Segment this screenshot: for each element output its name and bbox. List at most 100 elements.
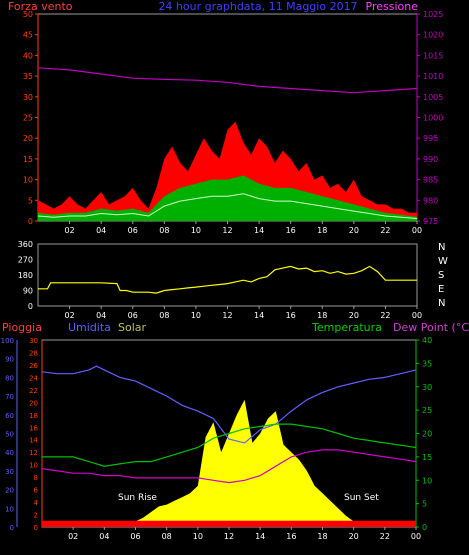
compass-label: W <box>438 256 448 267</box>
temp-x-tick-label: 08 <box>162 532 172 541</box>
temperature-line <box>42 423 417 467</box>
wind-x-tick-label: 08 <box>159 226 169 235</box>
rain-axis-tick-label: 16 <box>29 424 38 432</box>
wind-x-tick-label: 22 <box>380 226 390 235</box>
temp-x-tick-label: 10 <box>193 532 203 541</box>
pressure-axis-tick-label: 1005 <box>423 93 443 102</box>
compass-label: E <box>438 284 444 295</box>
direction-x-tick-label: 10 <box>191 311 201 320</box>
temp-x-tick-label: 02 <box>68 532 78 541</box>
pressure-axis-tick-label: 1025 <box>423 10 443 19</box>
pressure-axis-tick-label: 975 <box>423 217 438 226</box>
legend-rain: Pioggia <box>2 321 42 334</box>
legend-temperature: Temperatura <box>311 321 382 334</box>
rain-axis-tick-label: 20 <box>29 399 38 407</box>
dewpoint-line <box>41 449 417 484</box>
rain-axis-tick-label: 8 <box>34 474 38 482</box>
temp-axis-tick-label: 40 <box>422 336 432 345</box>
humidity-axis-tick-label: 20 <box>5 487 14 495</box>
temp-axis-tick-label: 35 <box>422 359 432 368</box>
direction-x-tick-label: 16 <box>286 311 296 320</box>
wind-axis-tick-label: 5 <box>28 196 33 205</box>
rain-axis-tick-label: 12 <box>29 449 38 457</box>
wind-axis-tick-label: 45 <box>23 31 33 40</box>
temp-axis-tick-label: 15 <box>422 453 432 462</box>
humidity-axis-tick-label: 100 <box>1 337 14 345</box>
pressure-axis-tick-label: 1020 <box>423 31 443 40</box>
temp-x-tick-label: 06 <box>130 532 140 541</box>
direction-x-tick-label: 14 <box>254 311 264 320</box>
sunrise-label: Sun Rise <box>118 493 157 503</box>
humidity-axis-tick-label: 0 <box>10 524 14 532</box>
wind-axis-tick-label: 35 <box>23 72 33 81</box>
temp-humidity-panel: 0102030405060708090100024681012141618202… <box>1 336 433 541</box>
temp-x-tick-label: 22 <box>380 532 390 541</box>
chart-title: 24 hour graphdata, 11 Maggio 2017 <box>158 0 357 13</box>
humidity-axis-tick-label: 90 <box>5 356 14 364</box>
rain-axis-tick-label: 18 <box>29 412 38 420</box>
pressure-axis-tick-label: 1010 <box>423 72 443 81</box>
rain-axis-tick-label: 28 <box>29 349 38 357</box>
humidity-axis-tick-label: 30 <box>5 468 14 476</box>
pressure-axis-title: Pressione <box>366 0 419 13</box>
direction-x-tick-label: 12 <box>222 311 232 320</box>
sunset-label: Sun Set <box>344 493 379 503</box>
wind-x-tick-label: 12 <box>222 226 232 235</box>
rain-axis-tick-label: 22 <box>29 387 38 395</box>
wind-x-tick-label: 18 <box>317 226 327 235</box>
direction-axis-tick-label: 270 <box>18 256 33 265</box>
compass-label: S <box>438 270 444 281</box>
compass-label: N <box>438 298 445 309</box>
direction-x-tick-label: 00 <box>412 311 422 320</box>
temp-x-tick-label: 20 <box>349 532 359 541</box>
wind-axis-tick-label: 50 <box>23 10 33 19</box>
wind-average-area <box>38 175 417 221</box>
direction-x-tick-label: 04 <box>96 311 106 320</box>
direction-axis-tick-label: 90 <box>23 287 33 296</box>
solar-area <box>42 399 416 527</box>
compass-label: N <box>438 242 445 253</box>
temp-x-tick-label: 12 <box>224 532 234 541</box>
direction-axis-tick-label: 0 <box>28 302 33 311</box>
rain-axis-tick-label: 10 <box>29 462 38 470</box>
legend-humidity: Umidita <box>68 321 111 334</box>
pressure-axis-tick-label: 1015 <box>423 51 443 60</box>
temp-x-tick-label: 18 <box>317 532 327 541</box>
pressure-axis-tick-label: 995 <box>423 134 438 143</box>
wind-direction-line <box>38 265 417 294</box>
rain-axis-tick-label: 14 <box>29 437 38 445</box>
direction-axis-tick-label: 360 <box>18 240 33 249</box>
pressure-axis-tick-label: 1000 <box>423 114 443 123</box>
rain-axis-tick-label: 6 <box>34 487 39 495</box>
wind-x-tick-label: 02 <box>64 226 74 235</box>
wind-current-line <box>37 193 418 219</box>
humidity-axis-tick-label: 10 <box>5 505 14 513</box>
rain-axis-tick-label: 24 <box>29 374 38 382</box>
temp-x-tick-label: 04 <box>99 532 109 541</box>
wind-axis-tick-label: 25 <box>23 114 33 123</box>
direction-x-tick-label: 08 <box>159 311 169 320</box>
temp-axis-tick-label: 0 <box>422 523 427 532</box>
wind-gust-area <box>38 121 417 221</box>
direction-x-tick-label: 20 <box>349 311 359 320</box>
rain-axis-tick-label: 26 <box>29 362 38 370</box>
wind-pressure-panel: 0510152025303540455097598098599099510001… <box>23 10 444 235</box>
temp-axis-tick-label: 20 <box>422 430 432 439</box>
humidity-axis-tick-label: 40 <box>5 449 14 457</box>
direction-x-tick-label: 22 <box>380 311 390 320</box>
humidity-axis-tick-label: 80 <box>5 374 14 382</box>
legend-dewpoint: Dew Point (°C) <box>393 321 469 334</box>
wind-x-tick-label: 20 <box>349 226 359 235</box>
temp-axis-tick-label: 30 <box>422 383 432 392</box>
direction-axis-tick-label: 180 <box>18 271 33 280</box>
humidity-line <box>41 365 417 444</box>
rain-axis-tick-label: 4 <box>34 499 39 507</box>
temp-axis-tick-label: 25 <box>422 406 432 415</box>
rain-axis-tick-label: 30 <box>29 337 38 345</box>
wind-axis-tick-label: 40 <box>23 51 33 60</box>
humidity-axis-tick-label: 60 <box>5 412 14 420</box>
pressure-line <box>37 67 418 94</box>
temp-axis-tick-label: 5 <box>422 500 427 509</box>
